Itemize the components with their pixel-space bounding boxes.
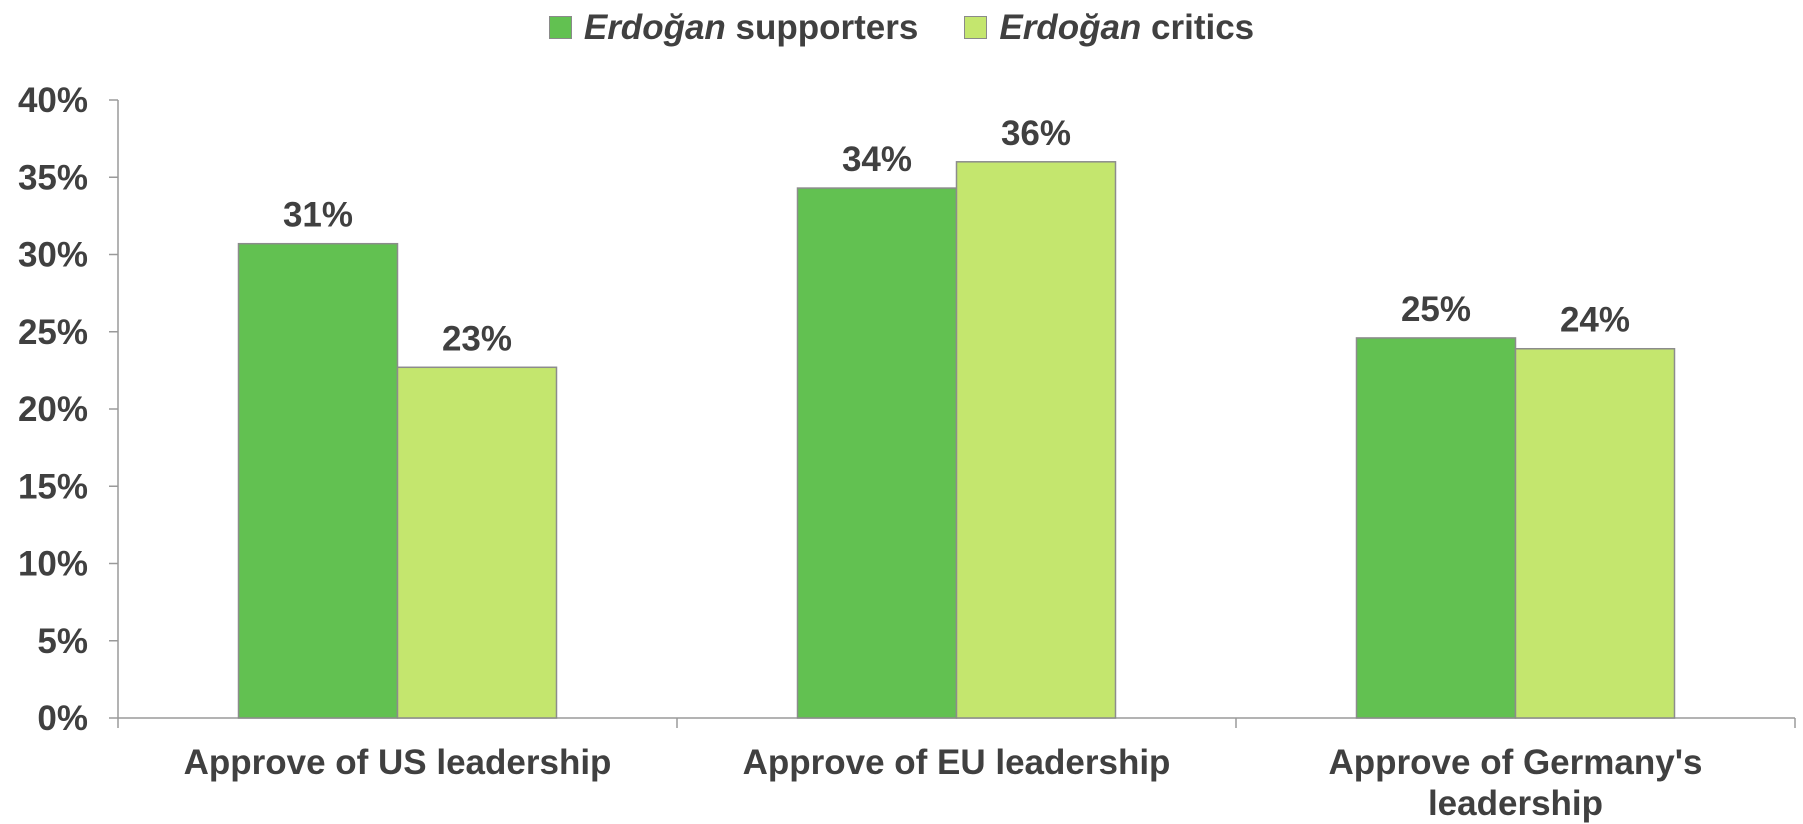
y-tick-label: 15% (18, 467, 88, 506)
y-tick-label: 40% (18, 81, 88, 120)
bar (1355, 337, 1517, 719)
y-tick-label: 30% (18, 236, 88, 275)
legend-item-supporters: Erdoğan supporters (548, 7, 919, 48)
legend-label-critics: Erdoğan critics (999, 7, 1255, 47)
data-label: 34% (842, 140, 912, 179)
data-label: 25% (1401, 290, 1471, 329)
x-category-label: Approve of EU leadership (743, 743, 1171, 782)
data-label: 31% (283, 196, 353, 235)
y-tick-label: 35% (18, 158, 88, 197)
y-tick-label: 25% (18, 313, 88, 352)
legend: Erdoğan supporters Erdoğan critics (0, 0, 1803, 55)
x-category-label: Approve of US leadership (184, 743, 612, 782)
legend-swatch-critics (964, 16, 988, 39)
y-tick-label: 0% (37, 699, 88, 738)
y-tick-label: 10% (18, 545, 88, 584)
data-label: 24% (1560, 301, 1630, 340)
x-category-label: Approve of Germany's (1329, 743, 1703, 782)
data-label: 36% (1001, 114, 1071, 153)
bar (1514, 347, 1676, 719)
legend-label-supporters: Erdoğan supporters (583, 7, 919, 47)
bar (237, 242, 399, 719)
y-tick-label: 20% (18, 390, 88, 429)
y-tick-label: 5% (37, 622, 88, 661)
x-category-label: leadership (1428, 784, 1603, 823)
bar (396, 366, 558, 719)
legend-swatch-supporters (548, 16, 572, 39)
data-label: 23% (442, 319, 512, 358)
legend-item-critics: Erdoğan critics (964, 8, 1254, 48)
bar (955, 161, 1117, 719)
bar (796, 187, 958, 719)
